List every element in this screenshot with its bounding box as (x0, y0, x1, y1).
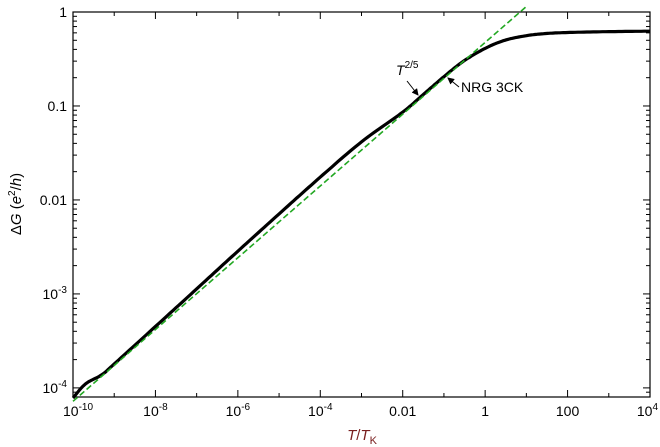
y-tick-label: 1 (59, 4, 67, 20)
tick-marks (72, 11, 651, 398)
y-tick-label: 10-4 (43, 379, 68, 396)
x-tick-label-exp: -8 (159, 402, 168, 413)
y-tick-label: 0.01 (40, 192, 67, 208)
x-tick-label-base: 10 (63, 403, 79, 419)
y-axis-title-unit-open: ( (8, 204, 25, 213)
y-tick-label-base: 10 (43, 286, 59, 302)
x-tick-label-exp: -10 (79, 402, 94, 413)
y-axis-title: ΔG (e2/h) (7, 173, 25, 235)
y-tick-label-exp: -4 (58, 379, 67, 390)
x-tick-label: 0.01 (389, 403, 416, 419)
x-axis-title-main: T (347, 427, 358, 444)
x-tick-label: 10-6 (226, 402, 251, 419)
annotation-power-law: T2/5 (396, 60, 419, 78)
annotation-nrg-pointer (447, 77, 460, 88)
x-tick-label-base: 10 (143, 403, 159, 419)
y-axis-title-exp: 2 (7, 190, 18, 196)
x-tick-label: 10-10 (63, 402, 93, 419)
y-axis-title-main: G (8, 213, 25, 225)
series-layer (71, 5, 650, 402)
y-tick-label-exp: -3 (58, 285, 67, 296)
annotation-power-exp: 2/5 (405, 60, 419, 71)
x-tick-label: 1 (481, 403, 489, 419)
x-axis-title: T/TK (347, 427, 378, 447)
x-tick-label: 10-8 (143, 402, 168, 419)
nrg-3ck-curve (71, 29, 650, 400)
x-tick-labels: 10-10 10-8 10-6 10-4 0.01 1 100 104 (63, 402, 658, 419)
x-axis-title-sep: / (356, 427, 361, 444)
annotation-power-base: T (396, 62, 406, 78)
x-tick-label-base: 10 (637, 403, 653, 419)
power-law-fit-line (72, 5, 527, 402)
x-tick-label: 100 (556, 403, 580, 419)
y-axis-title-unit-close: ) (8, 173, 25, 178)
annotation-nrg-label: NRG 3CK (461, 79, 524, 95)
y-axis-title-delta: Δ (8, 225, 25, 235)
y-tick-label: 0.1 (48, 98, 68, 114)
y-axis-title-e: e (8, 196, 25, 204)
annotations: T2/5 NRG 3CK (396, 60, 524, 96)
y-axis-title-h: h (8, 178, 25, 186)
y-tick-label-base: 10 (43, 380, 59, 396)
annotation-power-pointer (406, 80, 419, 96)
x-axis-title-sub: K (370, 435, 378, 447)
x-tick-label-exp: 4 (652, 402, 658, 413)
x-tick-label: 10-4 (308, 402, 333, 419)
x-tick-label-exp: -4 (324, 402, 333, 413)
x-tick-label-base: 10 (226, 403, 242, 419)
x-tick-label-exp: -6 (241, 402, 250, 413)
plot-frame (72, 11, 651, 398)
x-tick-label-base: 10 (308, 403, 324, 419)
y-axis-title-slash: / (8, 185, 25, 190)
y-tick-labels: 10-410-30.010.11 (40, 4, 68, 396)
y-tick-label: 10-3 (43, 285, 68, 302)
x-tick-label: 104 (637, 402, 659, 419)
x-axis-title-denom: T (360, 427, 371, 444)
